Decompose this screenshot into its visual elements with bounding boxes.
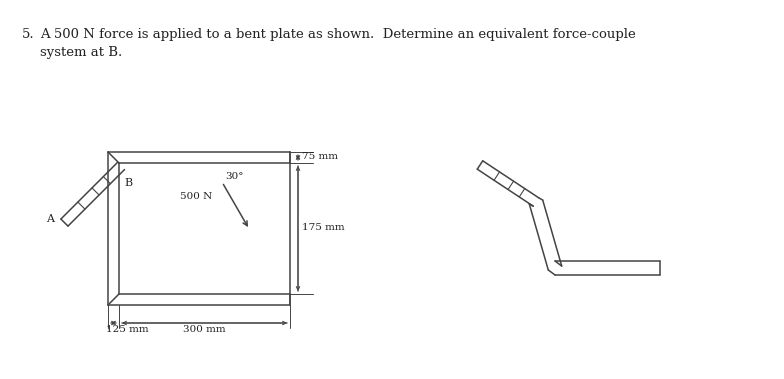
Text: 75 mm: 75 mm <box>302 152 338 161</box>
Text: A: A <box>46 214 54 224</box>
Text: 175 mm: 175 mm <box>302 223 345 232</box>
Text: 30°: 30° <box>225 172 244 181</box>
Text: 300 mm: 300 mm <box>183 325 226 334</box>
Text: 5.: 5. <box>22 28 34 41</box>
Text: 125 mm: 125 mm <box>106 325 149 334</box>
Text: B: B <box>124 178 132 188</box>
Text: system at B.: system at B. <box>40 46 122 59</box>
Text: 500 N: 500 N <box>180 192 212 201</box>
Text: A 500 N force is applied to a bent plate as shown.  Determine an equivalent forc: A 500 N force is applied to a bent plate… <box>40 28 636 41</box>
